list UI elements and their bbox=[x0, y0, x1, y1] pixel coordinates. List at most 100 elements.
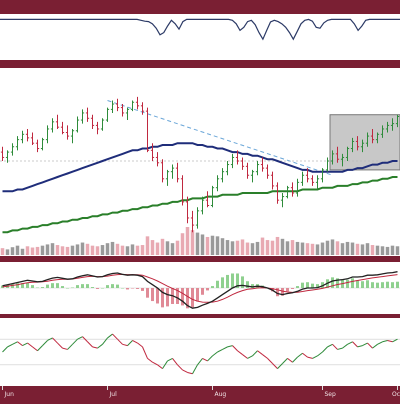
volume-bar bbox=[336, 241, 340, 255]
volume-bar bbox=[331, 239, 335, 255]
macd-histogram-bar bbox=[346, 280, 349, 288]
macd-histogram-bar bbox=[101, 288, 104, 289]
volume-bar bbox=[211, 236, 215, 255]
macd-histogram-bar bbox=[71, 288, 74, 289]
volume-bar bbox=[201, 234, 205, 255]
macd-histogram-bar bbox=[166, 288, 169, 306]
volume-bar bbox=[291, 240, 295, 255]
volume-bar bbox=[376, 246, 380, 255]
volume-bar bbox=[366, 243, 370, 255]
macd-histogram-bar bbox=[211, 286, 214, 288]
macd-histogram-bar bbox=[86, 284, 89, 288]
macd-histogram-bar bbox=[301, 283, 304, 288]
macd-histogram-bar bbox=[96, 288, 99, 289]
macd-histogram-bar bbox=[376, 283, 379, 288]
volume-bar bbox=[191, 230, 195, 255]
volume-bar bbox=[11, 247, 15, 255]
macd-histogram-bar bbox=[291, 288, 294, 289]
macd-histogram-bar bbox=[26, 283, 29, 288]
volume-bar bbox=[256, 242, 260, 255]
macd-histogram-bar bbox=[116, 285, 119, 288]
macd-histogram-bar bbox=[296, 286, 299, 288]
macd-histogram-bar bbox=[351, 278, 354, 288]
volume-bar bbox=[61, 246, 65, 255]
x-axis-tick-label: Sep bbox=[325, 391, 337, 398]
volume-bar bbox=[196, 233, 200, 255]
volume-bar bbox=[371, 245, 375, 255]
top-panel-background bbox=[0, 14, 400, 60]
volume-bar bbox=[301, 243, 305, 255]
macd-histogram-bar bbox=[126, 288, 129, 289]
volume-bar bbox=[26, 246, 30, 255]
volume-bar bbox=[91, 246, 95, 255]
volume-bar bbox=[321, 243, 325, 255]
macd-histogram-bar bbox=[56, 283, 59, 288]
volume-bar bbox=[396, 246, 400, 255]
macd-histogram-bar bbox=[61, 286, 64, 288]
volume-bar bbox=[231, 241, 235, 255]
macd-histogram-bar bbox=[396, 282, 399, 288]
macd-histogram-bar bbox=[121, 288, 124, 289]
macd-histogram-bar bbox=[31, 285, 34, 288]
x-axis-tick-label: Jun bbox=[4, 391, 15, 398]
volume-bar bbox=[76, 244, 80, 255]
volume-bar bbox=[251, 243, 255, 255]
macd-histogram-bar bbox=[131, 288, 134, 289]
macd-histogram-bar bbox=[36, 288, 39, 289]
volume-bar bbox=[241, 239, 245, 255]
volume-bar bbox=[306, 243, 310, 255]
x-axis-tick-label: Jul bbox=[109, 391, 118, 398]
volume-bar bbox=[36, 247, 40, 255]
volume-bar bbox=[181, 233, 185, 255]
macd-histogram-bar bbox=[356, 280, 359, 288]
macd-histogram-bar bbox=[371, 282, 374, 288]
volume-bar bbox=[121, 246, 125, 255]
macd-histogram-bar bbox=[206, 288, 209, 290]
volume-bar bbox=[221, 238, 225, 255]
macd-histogram-bar bbox=[146, 288, 149, 298]
volume-bar bbox=[41, 246, 45, 255]
volume-bar bbox=[96, 246, 100, 255]
macd-panel bbox=[0, 262, 400, 314]
macd-histogram-bar bbox=[391, 282, 394, 288]
volume-bar bbox=[226, 240, 230, 255]
volume-bar bbox=[386, 247, 390, 255]
macd-histogram-bar bbox=[91, 287, 94, 288]
macd-histogram-bar bbox=[216, 281, 219, 288]
macd-histogram-bar bbox=[81, 284, 84, 288]
volume-bar bbox=[161, 239, 165, 255]
volume-bar bbox=[316, 244, 320, 255]
volume-bar bbox=[66, 247, 70, 255]
volume-bar bbox=[186, 227, 190, 255]
volume-bar bbox=[166, 241, 170, 255]
volume-bar bbox=[346, 242, 350, 255]
volume-bar bbox=[261, 238, 265, 255]
price-panel bbox=[0, 68, 400, 256]
macd-histogram-bar bbox=[201, 288, 204, 295]
top-oscillator-panel bbox=[0, 14, 400, 60]
volume-bar bbox=[326, 241, 330, 255]
macd-histogram-bar bbox=[136, 288, 139, 289]
macd-histogram-bar bbox=[196, 288, 199, 302]
volume-bar bbox=[1, 248, 5, 255]
macd-histogram-bar bbox=[156, 288, 159, 303]
volume-bar bbox=[246, 243, 250, 255]
volume-bar bbox=[156, 243, 160, 255]
macd-histogram-bar bbox=[221, 277, 224, 288]
volume-bar bbox=[21, 249, 25, 255]
volume-bar bbox=[296, 242, 300, 255]
macd-histogram-bar bbox=[66, 288, 69, 289]
volume-bar bbox=[116, 244, 120, 255]
volume-bar bbox=[281, 239, 285, 255]
macd-histogram-bar bbox=[106, 285, 109, 288]
volume-bar bbox=[341, 243, 345, 255]
rsi-panel bbox=[0, 318, 400, 386]
macd-histogram-bar bbox=[241, 276, 244, 288]
volume-bar bbox=[106, 243, 110, 255]
volume-bar bbox=[171, 243, 175, 255]
volume-bar bbox=[391, 246, 395, 255]
macd-histogram-bar bbox=[231, 273, 234, 288]
macd-histogram-bar bbox=[76, 285, 79, 288]
